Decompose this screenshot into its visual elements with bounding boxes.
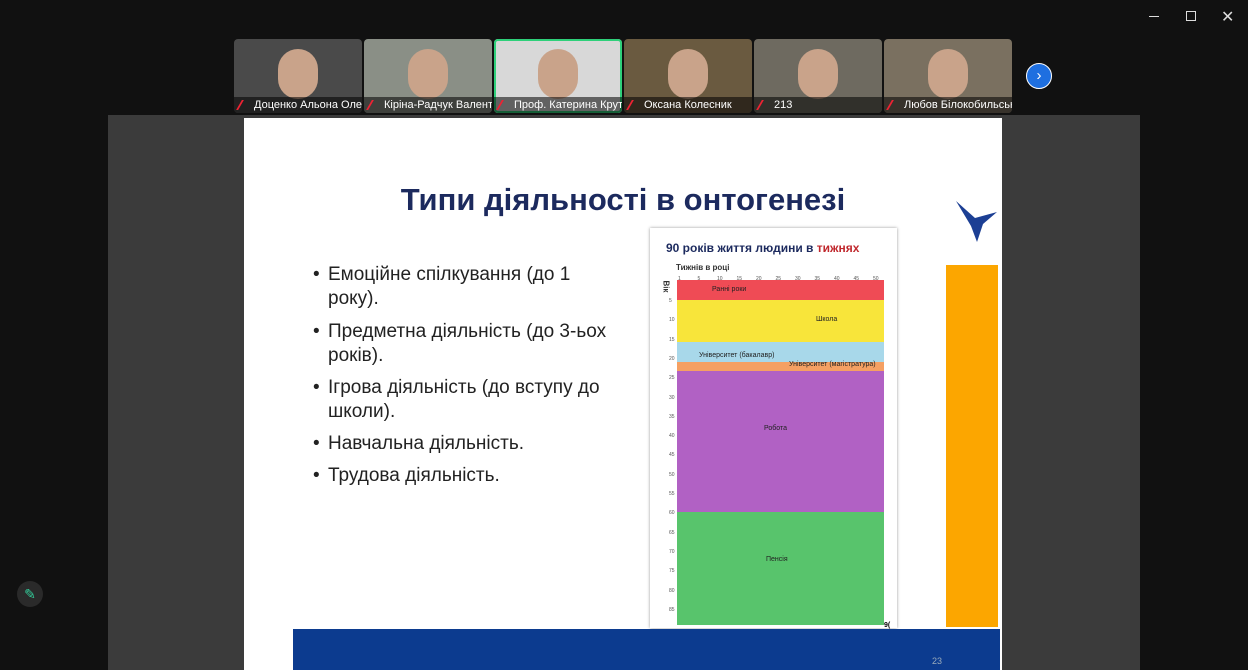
y-tick: 35 <box>669 413 675 420</box>
y-tick: 20 <box>669 355 675 362</box>
bullet-text: Трудова діяльність. <box>328 465 500 486</box>
participant-name: Кіріна-Радчук Валент... <box>364 97 492 113</box>
y-tick: 55 <box>669 491 675 497</box>
y-tick: 60 <box>669 510 675 517</box>
y-tick: 5 <box>669 298 672 304</box>
close[interactable]: ✕ <box>1221 9 1235 26</box>
participant-video <box>408 49 448 99</box>
y-tick: 75 <box>669 568 675 575</box>
participant-name: Любов Білокобильська <box>884 97 1012 113</box>
y-tick: 40 <box>669 433 675 440</box>
participant-name: Проф. Катерина Крутій_... <box>494 97 622 113</box>
x-tick: 5 <box>697 276 701 282</box>
participant-video <box>668 49 708 99</box>
bullet-text: Емоційне спілкування (до 1 року). <box>328 264 571 309</box>
band-label: Робота <box>764 425 788 432</box>
x-tick: 35 <box>814 276 821 282</box>
video-tile[interactable]: Любов Білокобильська <box>884 39 1012 113</box>
age-band <box>677 280 884 300</box>
x-label: Тижнів в році <box>676 263 730 272</box>
bullet-text: Навчальна діяльність. <box>328 433 524 454</box>
video-tile[interactable]: Оксана Колесник <box>624 39 752 113</box>
video-tile[interactable]: Проф. Катерина Крутій_... <box>494 39 622 113</box>
participant-video <box>798 49 838 99</box>
participant-name: Доценко Альона Оле... <box>234 97 362 113</box>
video-tile[interactable]: 213 <box>754 39 882 113</box>
bullet-item: Емоційне спілкування (до 1 року). <box>313 263 613 311</box>
age-band <box>677 512 884 625</box>
x-tick: 45 <box>853 276 860 282</box>
participant-video <box>278 49 318 99</box>
age-band <box>677 300 884 342</box>
x-tick: 10 <box>717 276 723 282</box>
band-label: Пенсія <box>766 556 788 563</box>
participant-video <box>928 49 968 99</box>
y-label: Вік <box>661 280 671 293</box>
bullet-text: Предметна діяльність (до 3-ьох років). <box>328 321 607 366</box>
participant-name: 213 <box>754 97 882 113</box>
logo <box>956 201 997 242</box>
band-label: Ранні роки <box>712 286 747 293</box>
participant-video <box>538 49 578 99</box>
video-tile[interactable]: Кіріна-Радчук Валент... <box>364 39 492 113</box>
y-tick: 80 <box>669 587 675 594</box>
participant-name: Оксана Колесник <box>624 97 752 113</box>
y-tick: 30 <box>669 394 675 401</box>
band-label: Університет (магістратура) <box>789 361 876 368</box>
y-tick: 50 <box>669 471 675 478</box>
x-tick: 40 <box>834 276 840 282</box>
y-tick: 45 <box>669 452 675 459</box>
age-band <box>677 342 884 362</box>
bullet-item: Навчальна діяльність. <box>313 432 613 456</box>
infographic-title: 90 років життя людини в тижнях <box>666 241 860 255</box>
band-label: Університет (бакалавр) <box>699 352 775 359</box>
age-band <box>677 362 884 371</box>
video-tile[interactable]: Доценко Альона Оле... <box>234 39 362 113</box>
bullet-text: Ігрова діяльність (до вступу до школи). <box>328 377 600 422</box>
band-label: Школа <box>816 316 838 323</box>
x-tick: 50 <box>873 276 879 282</box>
y-tick: 15 <box>669 336 675 343</box>
x-tick: 15 <box>736 276 743 282</box>
x-tick: 30 <box>795 276 801 282</box>
y-tick: 85 <box>669 606 675 613</box>
minimize[interactable] <box>1149 16 1159 17</box>
bullet-item: Ігрова діяльність (до вступу до школи). <box>313 376 613 424</box>
restore[interactable] <box>1186 11 1196 21</box>
footer-bar <box>293 629 1000 670</box>
y-tick: 70 <box>669 548 675 555</box>
x-tick: 20 <box>756 276 762 282</box>
annotate-button[interactable]: ✎ <box>17 581 43 607</box>
decor-bar <box>946 265 998 627</box>
bullet-item: Предметна діяльність (до 3-ьох років). <box>313 320 613 368</box>
y-tick: 65 <box>669 529 675 536</box>
y-tick: 10 <box>669 317 675 324</box>
end-tick: 9( <box>884 622 891 629</box>
age-band <box>677 371 884 512</box>
x-tick: 25 <box>775 276 782 282</box>
slide-title: Типи діяльності в онтогенезі <box>400 182 846 217</box>
page-number: 23 <box>932 656 943 666</box>
x-tick: 1 <box>678 276 681 282</box>
bullet-item: Трудова діяльність. <box>313 464 613 488</box>
y-tick: 25 <box>669 375 675 382</box>
next-page-button[interactable]: › <box>1026 63 1052 89</box>
